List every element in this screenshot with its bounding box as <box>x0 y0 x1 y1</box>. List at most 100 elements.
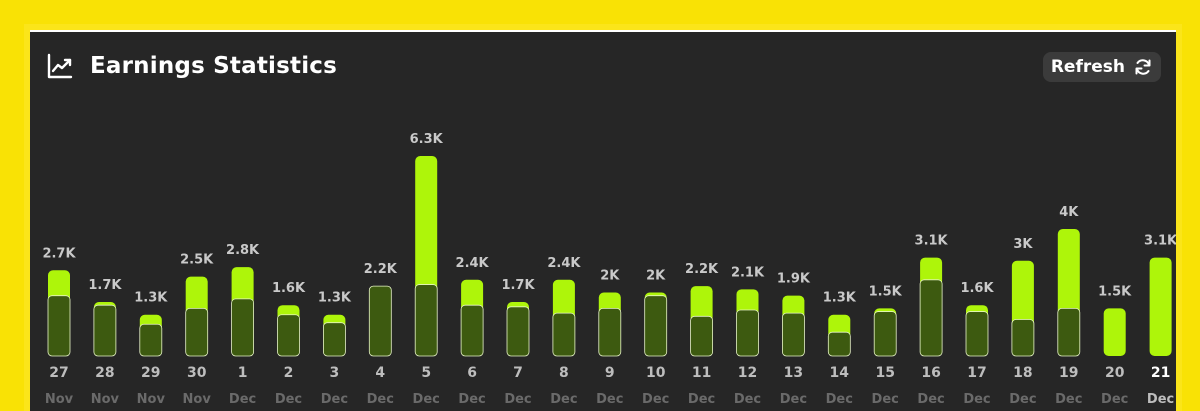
x-tick-month-label: Dec <box>458 392 485 407</box>
bar-group: 2.4K 6 Dec <box>456 256 490 407</box>
x-tick-day-label: 16 <box>921 365 940 381</box>
bar-value-label: 1.3K <box>823 291 857 306</box>
x-tick-month-label: Dec <box>321 392 348 407</box>
x-tick-month-label: Nov <box>45 392 74 407</box>
bar-inner-segment <box>139 323 163 357</box>
bar-inner-segment <box>277 314 300 357</box>
x-tick-day-label: 27 <box>49 365 68 381</box>
x-tick-month-label: Dec <box>1055 392 1082 407</box>
bar-inner-segment <box>919 279 943 357</box>
bar-inner-segment <box>1011 319 1035 357</box>
bar-group: 3.1K 16 Dec <box>915 234 949 407</box>
bar-group: 2.5K 30 Nov <box>180 253 214 407</box>
bar-value-label: 2.5K <box>180 253 214 268</box>
earnings-bar-chart: 2.7K27Nov1.7K28Nov1.3K29Nov2.5K30Nov2.8K… <box>42 132 1176 407</box>
x-tick-day-label: 19 <box>1059 365 1078 381</box>
bar-inner-segment <box>231 298 255 357</box>
bar-value-label: 4K <box>1059 205 1079 220</box>
bar-group: 2K 9 Dec <box>596 269 623 407</box>
bar-inner-segment <box>965 311 989 357</box>
bar <box>1103 308 1126 356</box>
bar-group: 2K 10 Dec <box>642 269 669 407</box>
x-tick-day-label: 6 <box>467 365 477 381</box>
x-tick-month-label: Dec <box>1147 392 1174 407</box>
card-title: Earnings Statistics <box>90 53 338 79</box>
bar-inner-segment <box>185 307 209 357</box>
bar-group: 3.1K 21 Dec <box>1144 234 1176 407</box>
bar-value-label: 3.1K <box>1144 234 1176 249</box>
bar-inner-segment <box>552 312 576 357</box>
bar-inner-segment <box>506 306 530 357</box>
x-tick-day-label: 1 <box>238 365 248 381</box>
x-tick-day-label: 2 <box>284 365 294 381</box>
bar-inner-segment <box>368 285 392 357</box>
refresh-label: Refresh <box>1050 57 1125 77</box>
bar-value-label: 2.2K <box>364 262 398 277</box>
bar-group: 4K 19 Dec <box>1055 205 1082 407</box>
x-tick-day-label: 11 <box>692 365 711 381</box>
bar-value-label: 2K <box>600 269 620 284</box>
bar-value-label: 2K <box>646 269 666 284</box>
x-tick-day-label: 3 <box>330 365 340 381</box>
bar-inner-segment <box>1057 307 1081 357</box>
x-tick-day-label: 29 <box>141 365 160 381</box>
x-tick-day-label: 30 <box>187 365 207 381</box>
x-tick-month-label: Dec <box>1101 392 1128 407</box>
bar-value-label: 1.5K <box>1098 284 1132 299</box>
x-tick-month-label: Dec <box>734 392 761 407</box>
x-tick-month-label: Dec <box>826 392 853 407</box>
bar-value-label: 1.3K <box>318 291 352 306</box>
trend-chart-icon <box>46 52 74 80</box>
bar-value-label: 1.9K <box>777 272 811 287</box>
bar-inner-segment <box>736 309 759 357</box>
bar-group: 1.6K 17 Dec <box>960 281 994 407</box>
x-tick-day-label: 28 <box>95 365 114 381</box>
card-header: Earnings Statistics <box>46 52 337 80</box>
x-tick-day-label: 8 <box>559 365 569 381</box>
x-tick-month-label: Dec <box>367 392 394 407</box>
bar-group: 1.5K 15 Dec <box>869 284 903 407</box>
bar-value-label: 1.6K <box>272 281 306 296</box>
x-tick-day-label: 13 <box>784 365 803 381</box>
bar-value-label: 1.5K <box>869 284 903 299</box>
bar-group: 1.7K 28 Nov <box>88 278 122 407</box>
bar-inner-segment <box>827 331 851 357</box>
x-tick-month-label: Dec <box>596 392 623 407</box>
bar-value-label: 1.6K <box>960 281 994 296</box>
x-tick-day-label: 4 <box>375 365 385 381</box>
x-tick-day-label: 18 <box>1013 365 1032 381</box>
x-tick-day-label: 9 <box>605 365 615 381</box>
refresh-button[interactable]: Refresh <box>1042 52 1161 82</box>
x-tick-month-label: Dec <box>550 392 577 407</box>
x-tick-day-label: 7 <box>513 365 523 381</box>
bar-group: 6.3K 5 Dec <box>410 132 444 407</box>
bar-group: 1.7K 7 Dec <box>501 278 535 407</box>
bar-value-label: 2.4K <box>456 256 490 271</box>
bar-group: 2.2K 11 Dec <box>685 262 719 407</box>
bar-value-label: 1.7K <box>88 278 122 293</box>
bar-group: 2.1K 12 Dec <box>731 265 765 407</box>
x-tick-month-label: Dec <box>229 392 256 407</box>
x-tick-month-label: Nov <box>137 392 166 407</box>
x-tick-month-label: Dec <box>780 392 807 407</box>
bar-value-label: 2.4K <box>547 256 581 271</box>
bar-inner-segment <box>47 295 71 357</box>
x-tick-month-label: Dec <box>1009 392 1036 407</box>
earnings-statistics-card: Earnings Statistics Refresh 2.7K 27 Nov 1.7… <box>30 30 1176 411</box>
x-tick-month-label: Dec <box>963 392 990 407</box>
bar-group: 1.6K 2 Dec <box>272 281 306 407</box>
bar-value-label: 2.1K <box>731 265 765 280</box>
x-tick-month-label: Dec <box>917 392 944 407</box>
bar <box>1149 257 1172 356</box>
bar-group: 1.3K 14 Dec <box>823 291 857 407</box>
refresh-icon <box>1133 57 1153 77</box>
x-tick-month-label: Dec <box>642 392 669 407</box>
x-tick-month-label: Nov <box>183 392 212 407</box>
x-tick-month-label: Dec <box>275 392 302 407</box>
bar-group: 2.2K 4 Dec <box>364 262 398 407</box>
x-tick-day-label: 14 <box>830 365 850 381</box>
bar-value-label: 1.7K <box>501 278 535 293</box>
bar-value-label: 2.2K <box>685 262 719 277</box>
bar-value-label: 1.3K <box>134 291 168 306</box>
bar-inner-segment <box>598 307 622 357</box>
